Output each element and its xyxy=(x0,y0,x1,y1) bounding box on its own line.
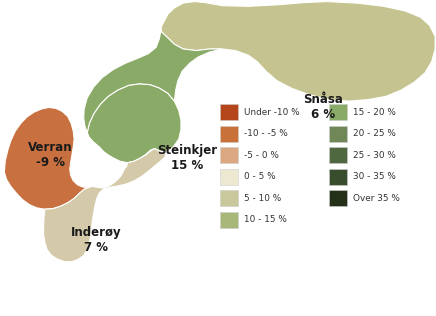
Text: 5 - 10 %: 5 - 10 % xyxy=(244,194,281,203)
Polygon shape xyxy=(87,84,181,163)
Text: 10 - 15 %: 10 - 15 % xyxy=(244,215,287,224)
Text: 15 - 20 %: 15 - 20 % xyxy=(353,108,396,117)
Text: 25 - 30 %: 25 - 30 % xyxy=(353,151,396,160)
Text: 0 - 5 %: 0 - 5 % xyxy=(244,172,276,181)
FancyBboxPatch shape xyxy=(220,147,238,163)
Text: -10 - -5 %: -10 - -5 % xyxy=(244,129,288,138)
FancyBboxPatch shape xyxy=(220,169,238,185)
Text: Over 35 %: Over 35 % xyxy=(353,194,400,203)
Text: 30 - 35 %: 30 - 35 % xyxy=(353,172,396,181)
FancyBboxPatch shape xyxy=(329,190,347,206)
Text: Verran
-9 %: Verran -9 % xyxy=(28,141,72,169)
FancyBboxPatch shape xyxy=(220,212,238,228)
FancyBboxPatch shape xyxy=(329,126,347,142)
Text: -5 - 0 %: -5 - 0 % xyxy=(244,151,279,160)
FancyBboxPatch shape xyxy=(329,104,347,120)
Text: 20 - 25 %: 20 - 25 % xyxy=(353,129,396,138)
Text: Steinkjer
15 %: Steinkjer 15 % xyxy=(157,144,218,172)
Text: Under -10 %: Under -10 % xyxy=(244,108,300,117)
Polygon shape xyxy=(4,107,87,209)
Polygon shape xyxy=(44,149,166,262)
Polygon shape xyxy=(84,27,222,133)
Text: Inderøy
7 %: Inderøy 7 % xyxy=(71,226,121,254)
FancyBboxPatch shape xyxy=(220,104,238,120)
Polygon shape xyxy=(161,2,435,101)
FancyBboxPatch shape xyxy=(329,169,347,185)
FancyBboxPatch shape xyxy=(329,147,347,163)
FancyBboxPatch shape xyxy=(220,190,238,206)
FancyBboxPatch shape xyxy=(220,126,238,142)
Text: Snåsa
6 %: Snåsa 6 % xyxy=(303,94,343,121)
